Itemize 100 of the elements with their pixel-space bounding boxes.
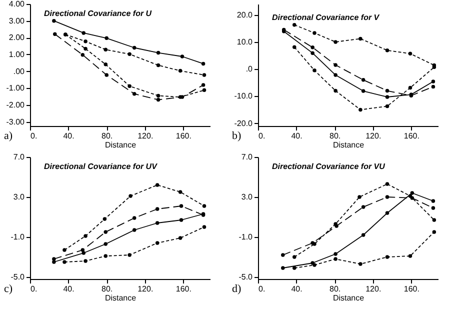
point	[62, 248, 66, 252]
point	[385, 48, 390, 52]
point	[156, 94, 160, 98]
point	[334, 88, 338, 93]
point	[385, 255, 390, 259]
text: Directional Covariance for VU	[272, 162, 386, 171]
point	[410, 191, 414, 195]
point	[202, 73, 206, 77]
point	[104, 254, 108, 258]
y-tick-label: -1.00	[6, 84, 26, 93]
x-axis-title: Distance	[332, 140, 365, 150]
point	[281, 266, 285, 270]
point	[361, 89, 366, 93]
point	[128, 84, 132, 88]
point	[385, 211, 390, 215]
point	[104, 230, 108, 234]
point	[84, 234, 88, 238]
x-tick-label: 0.	[258, 132, 266, 140]
y-tick-label: 2.00	[8, 33, 26, 42]
point	[82, 31, 86, 35]
text: Directional Covariance for U	[44, 9, 152, 18]
y-tick-label: 10.0	[236, 37, 254, 46]
point	[385, 95, 390, 99]
point	[202, 88, 206, 92]
point	[334, 40, 338, 44]
y-tick-label: 4.00	[8, 0, 26, 8]
point	[334, 257, 338, 261]
x-tick-label: 160.	[404, 284, 420, 294]
point	[132, 46, 136, 50]
point	[334, 252, 338, 256]
point	[128, 52, 132, 56]
point	[361, 205, 366, 209]
y-tick-label: 20.0	[236, 10, 254, 20]
point	[310, 51, 314, 55]
point	[385, 195, 390, 199]
point	[312, 263, 316, 267]
point	[82, 251, 86, 255]
y-tick-label: 3.00	[8, 16, 26, 26]
point	[361, 78, 366, 82]
point	[84, 39, 88, 44]
y-tick-label: .0	[246, 64, 254, 74]
point	[358, 195, 362, 199]
y-tick-label: 3.0	[13, 192, 26, 202]
point	[312, 31, 316, 35]
point	[104, 48, 108, 52]
text: Directional Covariance for UV	[44, 162, 158, 171]
point	[104, 36, 108, 40]
x-tick-label: 80.	[102, 132, 113, 140]
point	[178, 190, 182, 194]
point	[104, 73, 108, 77]
point	[128, 194, 132, 198]
point	[155, 207, 160, 211]
point	[84, 46, 88, 51]
point	[408, 52, 412, 56]
point	[292, 45, 296, 49]
point	[281, 253, 285, 257]
point	[178, 68, 182, 73]
point	[292, 255, 296, 259]
point	[361, 233, 366, 237]
point	[202, 204, 206, 208]
x-tick-label: 40.	[63, 284, 74, 294]
point	[128, 253, 132, 257]
x-tick-label: 40.	[291, 132, 302, 140]
x-tick-label: 0.	[30, 284, 38, 294]
y-tick-label: -1.0	[10, 232, 26, 242]
point	[52, 257, 56, 261]
text: a)	[4, 130, 13, 142]
y-tick-label: -2.00	[6, 100, 26, 110]
x-tick-label: 160.	[404, 132, 420, 140]
point	[312, 68, 316, 72]
point	[104, 62, 108, 66]
point	[132, 92, 136, 96]
x-tick-label: 40.	[291, 284, 302, 294]
y-tick-label: -1.0	[238, 232, 254, 242]
point	[431, 80, 436, 84]
point	[334, 73, 338, 77]
point	[52, 260, 56, 264]
point	[408, 254, 412, 258]
point	[156, 98, 160, 102]
point	[132, 228, 136, 232]
point	[385, 88, 390, 93]
x-tick-label: 80.	[330, 132, 341, 140]
point	[201, 62, 206, 66]
x-tick-label: 40.	[63, 132, 74, 140]
point	[408, 86, 412, 90]
point	[155, 221, 160, 225]
x-tick-label: 160.	[176, 132, 192, 140]
point	[132, 216, 136, 220]
point	[385, 104, 390, 108]
point	[358, 108, 362, 112]
x-tick-label: 0.	[30, 132, 38, 140]
text: d)	[232, 283, 242, 295]
point	[202, 225, 206, 229]
point	[358, 262, 362, 266]
point	[104, 242, 108, 246]
point	[432, 218, 436, 222]
y-tick-label: 7.0	[13, 152, 26, 162]
point	[179, 218, 184, 222]
point	[62, 260, 66, 264]
point	[292, 23, 296, 27]
